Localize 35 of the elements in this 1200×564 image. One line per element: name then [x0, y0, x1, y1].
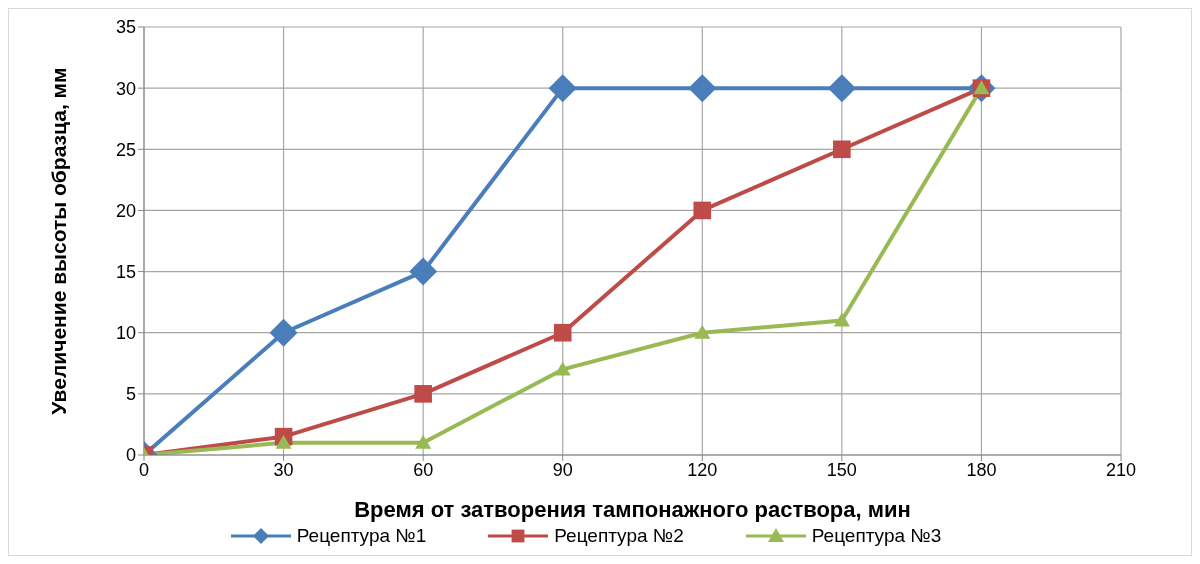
y-tick-label: 25 [115, 139, 136, 160]
y-tick-label: 15 [115, 261, 136, 282]
point [415, 434, 432, 449]
point [694, 324, 711, 339]
point [553, 323, 572, 342]
point [833, 312, 850, 327]
point [554, 361, 571, 376]
point [827, 74, 856, 103]
x-tick-label: 60 [413, 459, 434, 480]
y-axis-title: Увеличение высоты образца, мм [47, 67, 71, 415]
point [409, 257, 438, 286]
point [688, 74, 717, 103]
x-axis-title: Время от затворения тампонажного раствора, мин [354, 497, 911, 522]
y-tick-label: 10 [115, 323, 136, 344]
y-tick-label: 20 [115, 200, 136, 221]
y-tick-label: 0 [125, 445, 136, 466]
x-tick-label: 0 [138, 459, 150, 480]
x-tick-label: 210 [1105, 459, 1137, 480]
x-tick-label: 90 [552, 459, 573, 480]
point [548, 74, 577, 103]
legend-label: Рецептура №1 [296, 525, 427, 547]
y-tick-label: 35 [115, 17, 136, 38]
x-tick-label: 180 [966, 459, 997, 480]
y-tick-label: 5 [125, 384, 136, 405]
point [275, 434, 292, 449]
x-tick-label: 30 [273, 459, 294, 480]
legend-label: Рецептура №3 [811, 525, 942, 547]
point [414, 385, 432, 403]
y-tick-label: 30 [115, 78, 136, 99]
legend-label: Рецептура №2 [554, 525, 684, 547]
x-tick-label: 120 [687, 459, 718, 480]
point [833, 140, 851, 159]
x-tick-label: 150 [826, 459, 857, 480]
point [269, 318, 298, 347]
point [693, 201, 712, 220]
